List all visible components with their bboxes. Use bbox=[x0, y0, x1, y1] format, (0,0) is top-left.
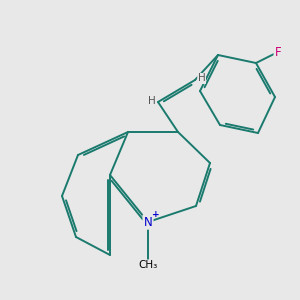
Text: H: H bbox=[148, 95, 155, 106]
Text: H: H bbox=[198, 74, 206, 83]
Text: +: + bbox=[152, 210, 159, 219]
Text: CH₃: CH₃ bbox=[138, 260, 158, 270]
Text: N: N bbox=[144, 215, 152, 229]
Text: F: F bbox=[275, 46, 281, 59]
